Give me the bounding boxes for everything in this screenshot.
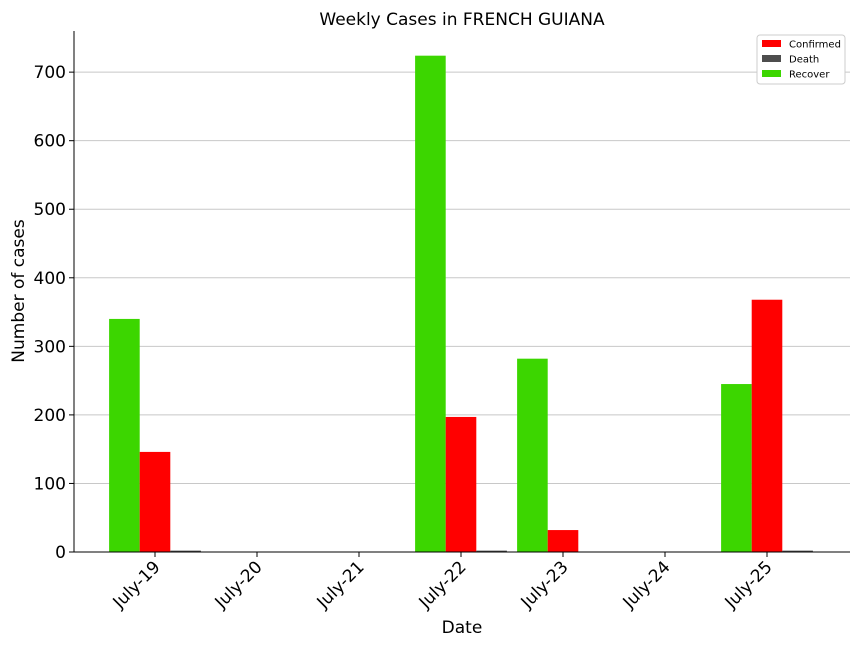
bar-recover (415, 55, 446, 552)
legend-swatch (762, 70, 781, 77)
bar-confirmed (139, 451, 171, 552)
y-tick-label: 0 (55, 543, 66, 563)
y-tick-label: 400 (34, 269, 66, 289)
bar-confirmed (751, 299, 783, 552)
bar-recover (109, 318, 140, 552)
x-tick-label: July-23 (517, 557, 573, 613)
legend-swatch (762, 55, 781, 62)
bar-confirmed (547, 530, 579, 552)
x-tick-label: July-25 (721, 557, 777, 613)
x-tick-label: July-20 (211, 557, 267, 613)
y-tick-label: 700 (34, 63, 66, 83)
bar-recover (517, 358, 548, 552)
y-axis-label: Number of cases (9, 219, 29, 363)
y-tick-label: 500 (34, 200, 66, 220)
bar-death (782, 550, 813, 552)
y-tick-label: 300 (34, 337, 66, 357)
x-axis-label: Date (442, 618, 483, 638)
y-tick-label: 600 (34, 132, 66, 152)
y-tick-label: 200 (34, 406, 66, 426)
x-tick-label: July-22 (415, 557, 471, 613)
y-ticks: 0 100 200 300 400 500 600 700 (34, 63, 74, 563)
axes (73, 31, 850, 553)
legend-label: Recover (789, 70, 830, 81)
legend-label: Death (789, 55, 819, 66)
bar-death (476, 550, 507, 552)
legend: Confirmed Death Recover (756, 34, 846, 85)
bar-death (170, 550, 201, 552)
x-tick-label: July-19 (109, 557, 165, 613)
y-tick-label: 100 (34, 474, 66, 494)
bar-confirmed (445, 416, 477, 552)
x-tick-label: July-21 (313, 557, 369, 613)
x-ticks: July-19 July-20 July-21 July-22 July-23 July-… (109, 552, 777, 613)
x-tick-label: July-24 (619, 557, 675, 613)
bars (109, 55, 813, 552)
gridlines (74, 71, 850, 484)
bar-recover (721, 384, 752, 552)
chart-title: Weekly Cases in FRENCH GUIANA (319, 10, 605, 30)
legend-swatch (762, 40, 781, 47)
legend-label: Confirmed (789, 40, 841, 51)
